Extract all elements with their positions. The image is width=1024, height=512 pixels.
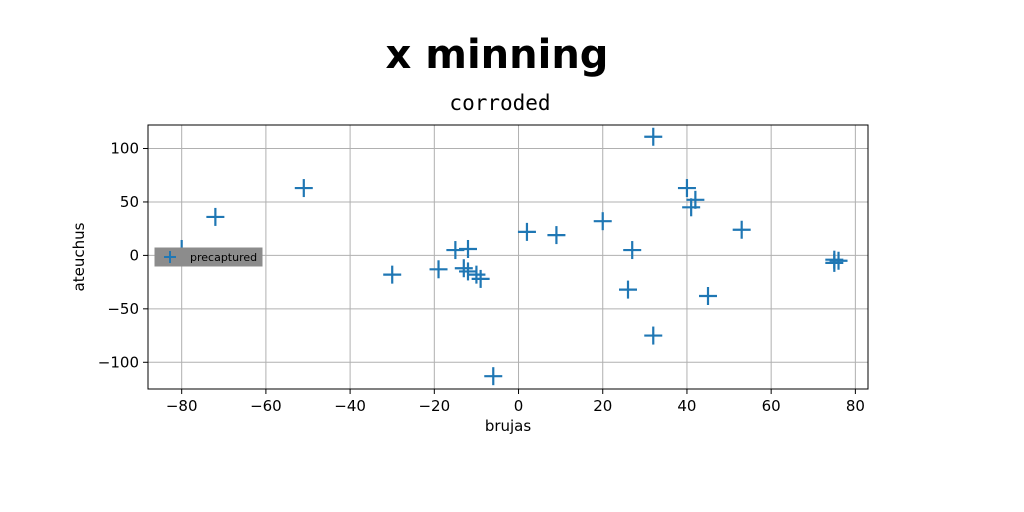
chart-subtitle: corroded [449,91,550,115]
legend-marker-icon [164,251,176,263]
data-point [619,280,637,299]
data-point [623,241,642,260]
y-axis-ticks: −100 −50 0 50 100 [98,140,148,371]
plot-frame [147,124,869,390]
x-tick-label: −40 [334,397,366,415]
data-point [459,262,477,281]
x-tick-label: 20 [593,397,612,415]
y-tick-label: 0 [129,246,139,264]
x-tick-label: 40 [677,397,696,415]
y-tick-label: 100 [110,140,139,158]
data-point [732,220,751,239]
legend-box [154,247,263,267]
data-point [459,239,477,258]
x-tick-label: 60 [762,397,781,415]
data-point [677,179,696,198]
data-points [172,127,848,386]
x-axis-ticks: −80 −60 −40 −20 0 20 40 60 80 [166,389,865,415]
data-point [471,269,490,288]
legend: precaptured [154,247,263,267]
data-point [682,198,701,217]
data-point [829,251,848,270]
chart-title: x minning [386,32,609,78]
grid-lines [148,125,868,389]
data-point [454,259,473,278]
y-tick-label: −50 [107,300,139,318]
x-tick-label: −80 [166,397,198,415]
data-point [517,222,536,241]
x-tick-label: 80 [846,397,865,415]
data-point [383,265,402,284]
x-tick-label: −20 [418,397,450,415]
x-tick-label: −60 [250,397,282,415]
y-tick-label: −100 [98,353,139,371]
data-point [699,287,717,306]
data-point [644,326,663,345]
data-point [547,226,566,245]
y-axis-label: ateuchus [70,222,88,291]
data-point [825,253,844,272]
data-point [593,212,612,231]
x-tick-label: 0 [514,397,524,415]
data-point [467,265,486,284]
data-point [294,179,313,198]
x-axis-label: brujas [485,417,532,435]
data-point [484,367,503,386]
data-point [644,127,663,146]
data-point [429,260,448,279]
y-tick-label: 50 [120,193,139,211]
data-point [686,190,705,209]
legend-label: precaptured [190,251,257,264]
data-point [206,207,225,226]
